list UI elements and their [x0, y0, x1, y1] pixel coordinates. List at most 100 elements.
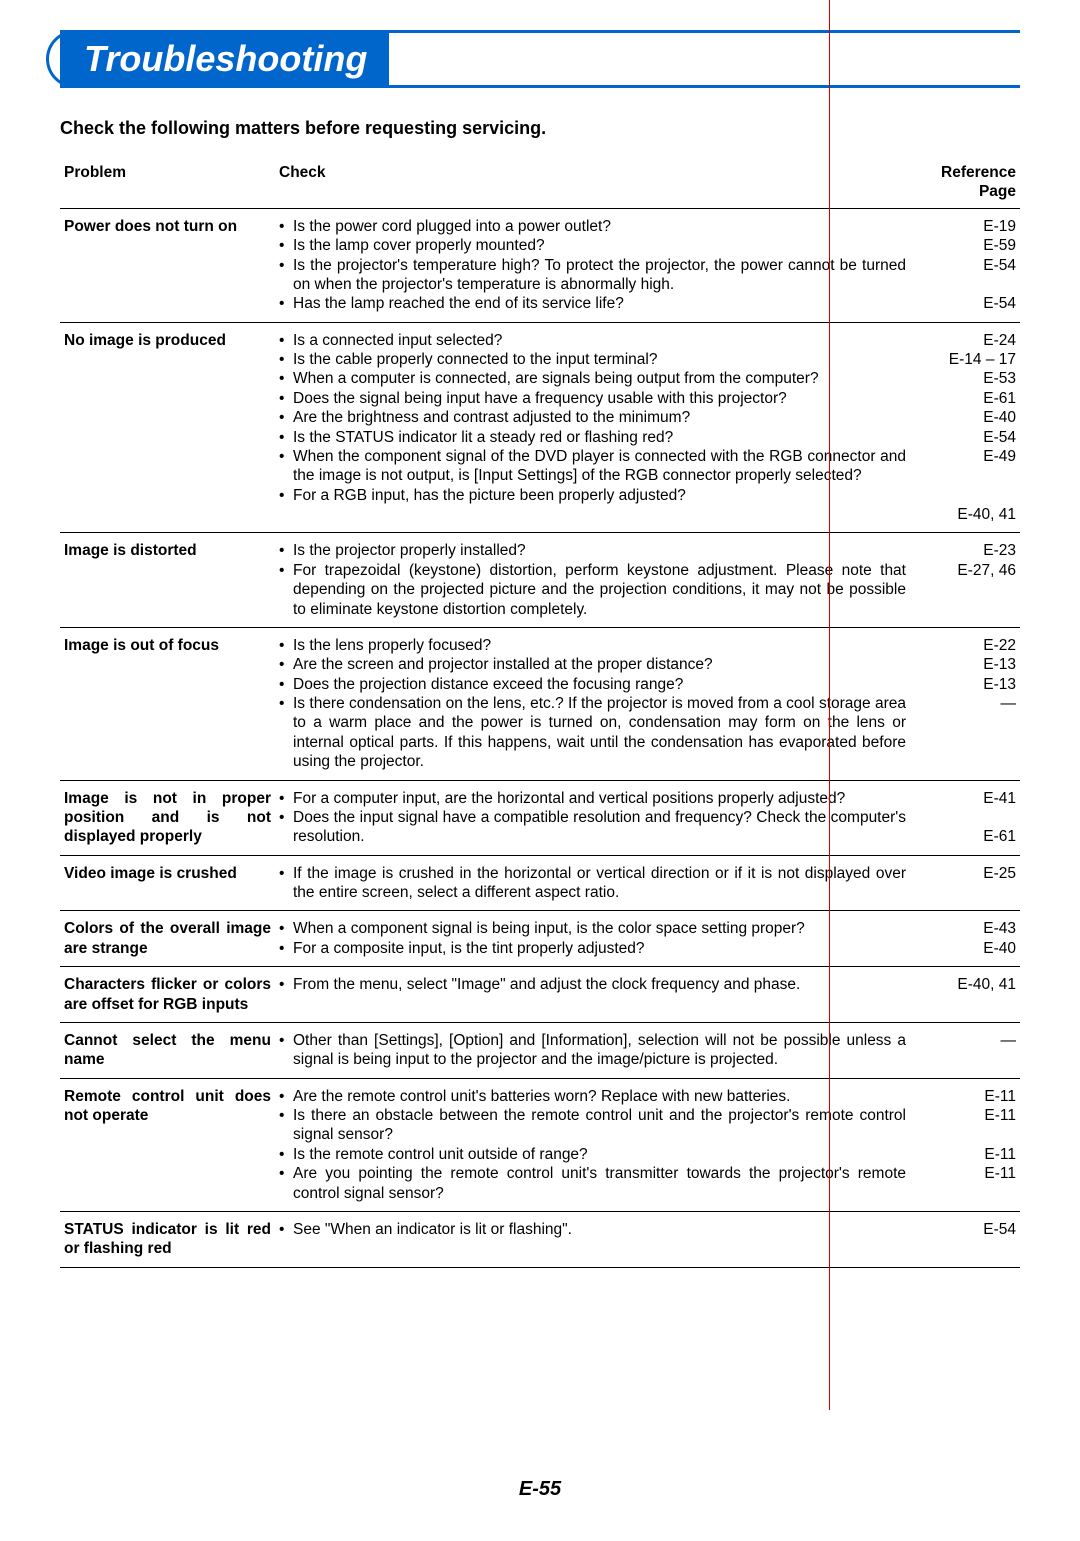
- reference-value: E-14 – 17: [914, 350, 1016, 369]
- check-item: Are you pointing the remote control unit…: [279, 1164, 906, 1203]
- check-cell: If the image is crushed in the horizonta…: [275, 855, 910, 911]
- check-cell: See "When an indicator is lit or flashin…: [275, 1211, 910, 1267]
- reference-value: E-27, 46: [914, 561, 1016, 580]
- table-row: Power does not turn onIs the power cord …: [60, 208, 1020, 322]
- check-cell: For a computer input, are the horizontal…: [275, 780, 910, 855]
- table-row: Video image is crushedIf the image is cr…: [60, 855, 1020, 911]
- reference-cell: E-19E-59E-54 E-54: [910, 208, 1020, 322]
- reference-value: E-61: [914, 827, 1016, 846]
- check-item: Is the projector properly installed?: [279, 541, 906, 560]
- reference-value: E-49: [914, 447, 1016, 466]
- reference-value: E-40: [914, 408, 1016, 427]
- reference-value: E-54: [914, 428, 1016, 447]
- problem-cell: Colors of the overall image are strange: [60, 911, 275, 967]
- problem-cell: Power does not turn on: [60, 208, 275, 322]
- check-item: Has the lamp reached the end of its serv…: [279, 294, 906, 313]
- problem-cell: Cannot select the menu name: [60, 1022, 275, 1078]
- reference-value: E-43: [914, 919, 1016, 938]
- reference-value: E-13: [914, 655, 1016, 674]
- check-item: Is the STATUS indicator lit a steady red…: [279, 428, 906, 447]
- reference-value: E-61: [914, 389, 1016, 408]
- reference-value: E-54: [914, 1220, 1016, 1239]
- table-row: Characters flicker or colors are offset …: [60, 967, 1020, 1023]
- reference-value: E-13: [914, 675, 1016, 694]
- reference-cell: E-54: [910, 1211, 1020, 1267]
- problem-cell: No image is produced: [60, 322, 275, 533]
- check-cell: Is the projector properly installed?For …: [275, 533, 910, 628]
- reference-value: [914, 275, 1016, 294]
- reference-value: E-24: [914, 331, 1016, 350]
- check-cell: Other than [Settings], [Option] and [Inf…: [275, 1022, 910, 1078]
- col-header-check: Check: [275, 157, 910, 208]
- check-item: Are the screen and projector installed a…: [279, 655, 906, 674]
- troubleshooting-table: Problem Check Reference Page Power does …: [60, 157, 1020, 1268]
- reference-cell: E-22E-13E-13—: [910, 627, 1020, 780]
- col-header-problem: Problem: [60, 157, 275, 208]
- reference-value: E-23: [914, 541, 1016, 560]
- problem-cell: Video image is crushed: [60, 855, 275, 911]
- reference-cell: E-11E-11 E-11E-11: [910, 1078, 1020, 1211]
- check-item: Is a connected input selected?: [279, 331, 906, 350]
- problem-cell: Characters flicker or colors are offset …: [60, 967, 275, 1023]
- reference-value: [914, 808, 1016, 827]
- reference-value: [914, 1125, 1016, 1144]
- col-header-reference: Reference Page: [910, 157, 1020, 208]
- check-item: Does the projection distance exceed the …: [279, 675, 906, 694]
- reference-cell: E-43E-40: [910, 911, 1020, 967]
- check-item: Are the remote control unit's batteries …: [279, 1087, 906, 1106]
- reference-value: E-11: [914, 1087, 1016, 1106]
- reference-value: E-19: [914, 217, 1016, 236]
- reference-value: E-40, 41: [914, 975, 1016, 994]
- check-cell: Is the power cord plugged into a power o…: [275, 208, 910, 322]
- check-item: If the image is crushed in the horizonta…: [279, 864, 906, 903]
- check-item: For trapezoidal (keystone) distortion, p…: [279, 561, 906, 619]
- title-area: Troubleshooting: [60, 30, 1020, 88]
- annotation-vertical-red-line: [829, 0, 831, 1410]
- page-number: E-55: [60, 1478, 1020, 1501]
- table-row: Colors of the overall image are strangeW…: [60, 911, 1020, 967]
- table-row: Cannot select the menu nameOther than [S…: [60, 1022, 1020, 1078]
- reference-value: E-54: [914, 256, 1016, 275]
- problem-cell: Image is not in proper position and is n…: [60, 780, 275, 855]
- reference-value: E-40: [914, 939, 1016, 958]
- table-row: No image is producedIs a connected input…: [60, 322, 1020, 533]
- check-cell: Are the remote control unit's batteries …: [275, 1078, 910, 1211]
- check-item: When a computer is connected, are signal…: [279, 369, 906, 388]
- table-row: Remote control unit does not operateAre …: [60, 1078, 1020, 1211]
- reference-cell: E-24E-14 – 17E-53E-61E-40E-54E-49 E-40, …: [910, 322, 1020, 533]
- reference-cell: E-23E-27, 46: [910, 533, 1020, 628]
- check-item: Is the lens properly focused?: [279, 636, 906, 655]
- check-item: Does the input signal have a compatible …: [279, 808, 906, 847]
- check-cell: When a component signal is being input, …: [275, 911, 910, 967]
- reference-value: E-41: [914, 789, 1016, 808]
- page-title: Troubleshooting: [60, 30, 389, 88]
- table-row: STATUS indicator is lit red or flashing …: [60, 1211, 1020, 1267]
- table-row: Image is distortedIs the projector prope…: [60, 533, 1020, 628]
- reference-value: E-40, 41: [914, 505, 1016, 524]
- check-item: Is the cable properly connected to the i…: [279, 350, 906, 369]
- reference-value: —: [914, 1031, 1016, 1050]
- check-item: For a composite input, is the tint prope…: [279, 939, 906, 958]
- check-item: From the menu, select "Image" and adjust…: [279, 975, 906, 994]
- check-item: For a computer input, are the horizontal…: [279, 789, 906, 808]
- reference-value: E-11: [914, 1145, 1016, 1164]
- reference-value: E-25: [914, 864, 1016, 883]
- check-item: Is there an obstacle between the remote …: [279, 1106, 906, 1145]
- check-item: Does the signal being input have a frequ…: [279, 389, 906, 408]
- check-item: See "When an indicator is lit or flashin…: [279, 1220, 906, 1239]
- page-subtitle: Check the following matters before reque…: [60, 118, 1020, 139]
- reference-value: E-22: [914, 636, 1016, 655]
- check-item: Is the projector's temperature high? To …: [279, 256, 906, 295]
- reference-cell: E-25: [910, 855, 1020, 911]
- problem-cell: Image is out of focus: [60, 627, 275, 780]
- check-item: When a component signal is being input, …: [279, 919, 906, 938]
- check-cell: From the menu, select "Image" and adjust…: [275, 967, 910, 1023]
- reference-value: E-11: [914, 1164, 1016, 1183]
- reference-cell: —: [910, 1022, 1020, 1078]
- table-row: Image is out of focusIs the lens properl…: [60, 627, 1020, 780]
- problem-cell: Image is distorted: [60, 533, 275, 628]
- problem-cell: Remote control unit does not operate: [60, 1078, 275, 1211]
- reference-cell: E-40, 41: [910, 967, 1020, 1023]
- check-cell: Is the lens properly focused?Are the scr…: [275, 627, 910, 780]
- check-item: Is there condensation on the lens, etc.?…: [279, 694, 906, 772]
